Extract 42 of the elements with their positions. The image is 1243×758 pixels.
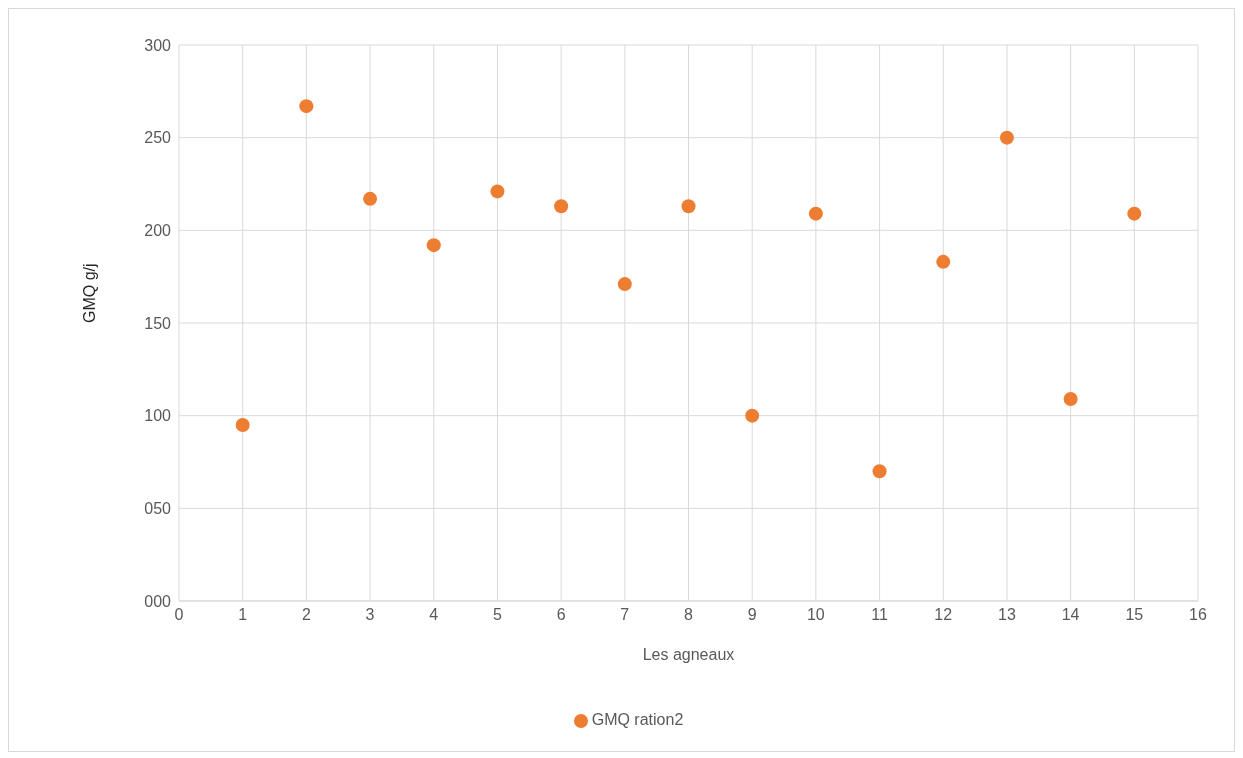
y-tick-label: 300 [144,36,172,54]
point [1127,206,1142,221]
x-tick-label: 6 [556,606,566,624]
x-tick-label: 1 [238,606,248,624]
x-tick-label: 2 [301,606,311,624]
x-tick-label: 12 [934,606,953,624]
x-tick-label: 5 [492,606,502,624]
y-axis-title: GMQ g/j [80,263,98,323]
point [554,199,569,214]
point [235,417,250,432]
y-tick-label: 100 [144,407,172,425]
x-tick-label: 7 [620,606,630,624]
x-tick-label: 8 [684,606,694,624]
legend-label: GMQ ration2 [591,711,684,728]
x-tick-label: 10 [806,606,825,624]
point [681,199,696,214]
x-tick-label: 9 [747,606,757,624]
x-tick-label: 0 [174,606,184,624]
y-tick-label: 200 [144,222,172,240]
x-tick-label: 3 [365,606,375,624]
x-tick-label: 13 [998,606,1016,624]
y-tick-label: 150 [144,314,172,332]
x-tick-label: 14 [1061,606,1080,624]
point [617,277,632,292]
point [745,408,760,423]
point [299,99,314,114]
y-tick-label: 250 [144,129,172,147]
x-tick-label: 11 [871,606,888,624]
x-tick-label: 16 [1189,606,1207,624]
point [808,206,823,221]
x-axis-title: Les agneaux [642,646,735,664]
point [936,254,951,269]
x-tick-label: 15 [1125,606,1144,624]
point [872,464,887,479]
point [426,238,441,253]
point [490,184,505,199]
x-tick-label: 4 [429,606,439,624]
point [1063,391,1078,406]
point [363,191,378,206]
point [999,130,1014,145]
y-tick-label: 000 [144,592,172,610]
y-tick-label: 050 [144,500,172,518]
